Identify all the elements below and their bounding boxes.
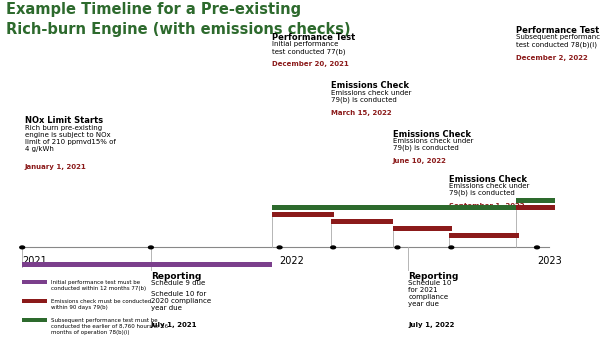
Text: Emissions Check: Emissions Check (393, 130, 471, 139)
Text: Emissions check under
79(b) is conducted: Emissions check under 79(b) is conducted (331, 90, 412, 103)
Text: Rich-burn Engine (with emissions checks): Rich-burn Engine (with emissions checks) (6, 22, 350, 37)
Text: 2023: 2023 (537, 256, 562, 266)
Text: Initial performance test must be
conducted within 12 months 77(b): Initial performance test must be conduct… (50, 280, 146, 291)
Text: Emissions check under
79(b) is conducted: Emissions check under 79(b) is conducted (449, 183, 530, 197)
Text: June 10, 2022: June 10, 2022 (393, 158, 447, 164)
Text: Emissions check must be conducted
within 90 days 79(b): Emissions check must be conducted within… (50, 299, 151, 310)
Text: September 1, 2022: September 1, 2022 (449, 203, 525, 209)
Text: December 2, 2022: December 2, 2022 (517, 55, 588, 61)
Text: Performance Test: Performance Test (517, 26, 599, 35)
Text: July 1, 2022: July 1, 2022 (409, 322, 455, 328)
Text: Schedule 9 due: Schedule 9 due (151, 280, 205, 286)
Text: July 1, 2021: July 1, 2021 (151, 322, 197, 328)
Text: Subsequent performance
test conducted 78(b)(i): Subsequent performance test conducted 78… (517, 34, 600, 48)
Text: Subsequent performance test must be
conducted the earlier of 8,760 hours or 36
m: Subsequent performance test must be cond… (50, 318, 167, 335)
Text: Emissions check under
79(b) is conducted: Emissions check under 79(b) is conducted (393, 138, 473, 152)
Text: Rich burn pre-existing
engine is subject to NOx
limit of 210 ppmvd15% of
4 g/kWh: Rich burn pre-existing engine is subject… (25, 125, 116, 152)
Text: Schedule 10 for
2020 compliance
year due: Schedule 10 for 2020 compliance year due (151, 291, 211, 311)
Text: Initial performance
test conducted 77(b): Initial performance test conducted 77(b) (272, 41, 346, 55)
Text: Emissions Check: Emissions Check (449, 175, 527, 184)
Text: Example Timeline for a Pre-existing: Example Timeline for a Pre-existing (6, 2, 301, 17)
Text: March 15, 2022: March 15, 2022 (331, 110, 392, 116)
Text: NOx Limit Starts: NOx Limit Starts (25, 116, 103, 125)
Text: Emissions Check: Emissions Check (331, 81, 409, 90)
Text: Reporting: Reporting (409, 272, 458, 281)
Text: 2021: 2021 (22, 256, 47, 266)
Text: 2022: 2022 (280, 256, 304, 266)
Text: December 20, 2021: December 20, 2021 (272, 62, 349, 67)
Text: Performance Test: Performance Test (272, 33, 355, 42)
Text: Schedule 10
for 2021
compliance
year due: Schedule 10 for 2021 compliance year due (409, 280, 452, 307)
Text: January 1, 2021: January 1, 2021 (25, 164, 86, 170)
Text: Reporting: Reporting (151, 272, 201, 281)
